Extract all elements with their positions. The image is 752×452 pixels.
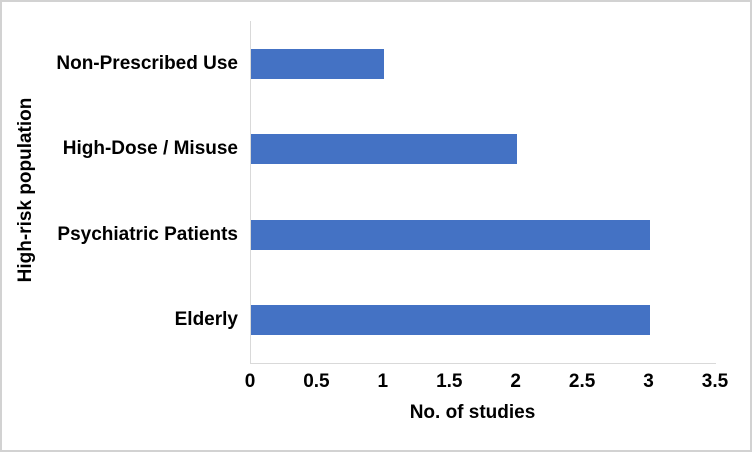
plot-area — [250, 21, 716, 364]
bar-non-prescribed-use — [251, 48, 384, 79]
x-tick-label: 1 — [377, 371, 389, 392]
y-axis-title: High-risk population — [15, 97, 36, 283]
x-tick-label: 2.5 — [568, 371, 596, 392]
x-axis-tick-labels: 0 0.5 1 1.5 2 2.5 3 3.5 — [2, 371, 750, 395]
x-tick-label: 2 — [510, 371, 521, 392]
category-label: Elderly — [174, 309, 238, 331]
x-tick-label: 1.5 — [436, 371, 463, 392]
bar-elderly — [251, 305, 650, 336]
x-tick-label: 3 — [643, 371, 654, 392]
bar-high-dose-misuse — [251, 134, 517, 165]
category-label: High-Dose / Misuse — [62, 138, 238, 160]
x-tick-label: 0 — [244, 371, 256, 392]
category-label: Psychiatric Patients — [57, 223, 238, 245]
x-axis-title: No. of studies — [409, 402, 536, 423]
x-tick-label: 3.5 — [701, 371, 729, 392]
bar-psychiatric-patients — [251, 219, 650, 250]
x-tick-label: 0.5 — [303, 371, 330, 392]
category-label: Non-Prescribed Use — [56, 52, 238, 74]
